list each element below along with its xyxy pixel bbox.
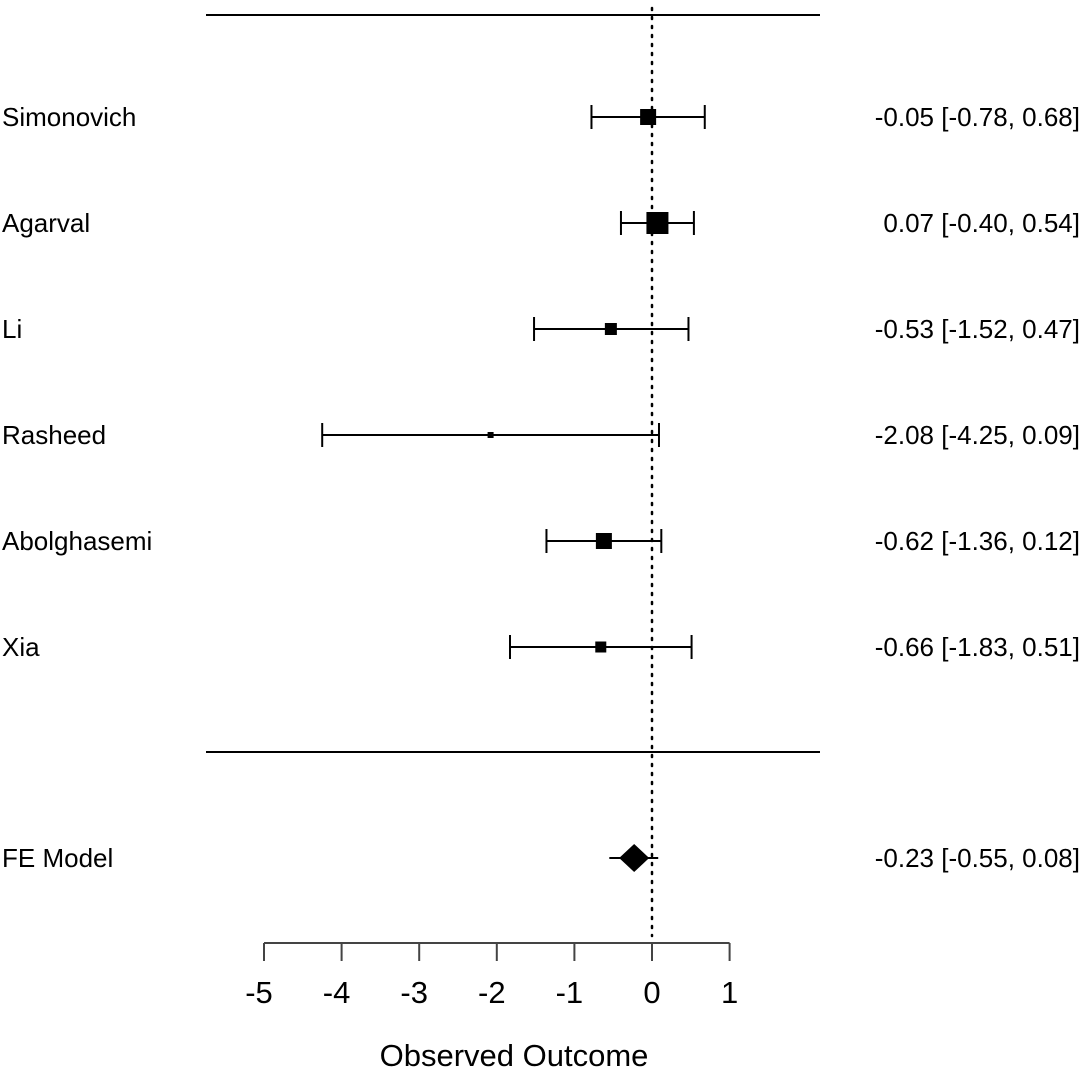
study-label: Xia — [2, 632, 40, 662]
x-tick-label: -3 — [400, 975, 428, 1010]
estimate-label: -0.53 [-1.52, 0.47] — [875, 314, 1080, 344]
point-estimate — [487, 432, 494, 438]
point-estimate — [604, 323, 617, 335]
x-tick-label: -1 — [556, 975, 584, 1010]
study-label: Li — [2, 314, 22, 344]
estimate-label: 0.07 [-0.40, 0.54] — [883, 208, 1080, 238]
x-tick-label: 0 — [643, 975, 660, 1010]
point-estimate — [640, 109, 657, 125]
x-axis-title: Observed Outcome — [380, 1038, 649, 1073]
x-tick-label: -2 — [478, 975, 506, 1010]
study-label: Simonovich — [2, 102, 136, 132]
summary-diamond — [619, 844, 650, 872]
x-tick-label: 1 — [721, 975, 738, 1010]
summary-label: FE Model — [2, 843, 113, 873]
estimate-label: -2.08 [-4.25, 0.09] — [875, 420, 1080, 450]
study-label: Agarval — [2, 208, 90, 238]
x-tick-label: -4 — [323, 975, 351, 1010]
study-label: Abolghasemi — [2, 526, 152, 556]
point-estimate — [595, 641, 607, 653]
estimate-label: -0.05 [-0.78, 0.68] — [875, 102, 1080, 132]
point-estimate — [646, 212, 669, 234]
estimate-label: -0.62 [-1.36, 0.12] — [875, 526, 1080, 556]
point-estimate — [595, 533, 612, 549]
x-tick-label: -5 — [245, 975, 273, 1010]
study-label: Rasheed — [2, 420, 106, 450]
estimate-label: -0.66 [-1.83, 0.51] — [875, 632, 1080, 662]
summary-estimate-label: -0.23 [-0.55, 0.08] — [875, 843, 1080, 873]
